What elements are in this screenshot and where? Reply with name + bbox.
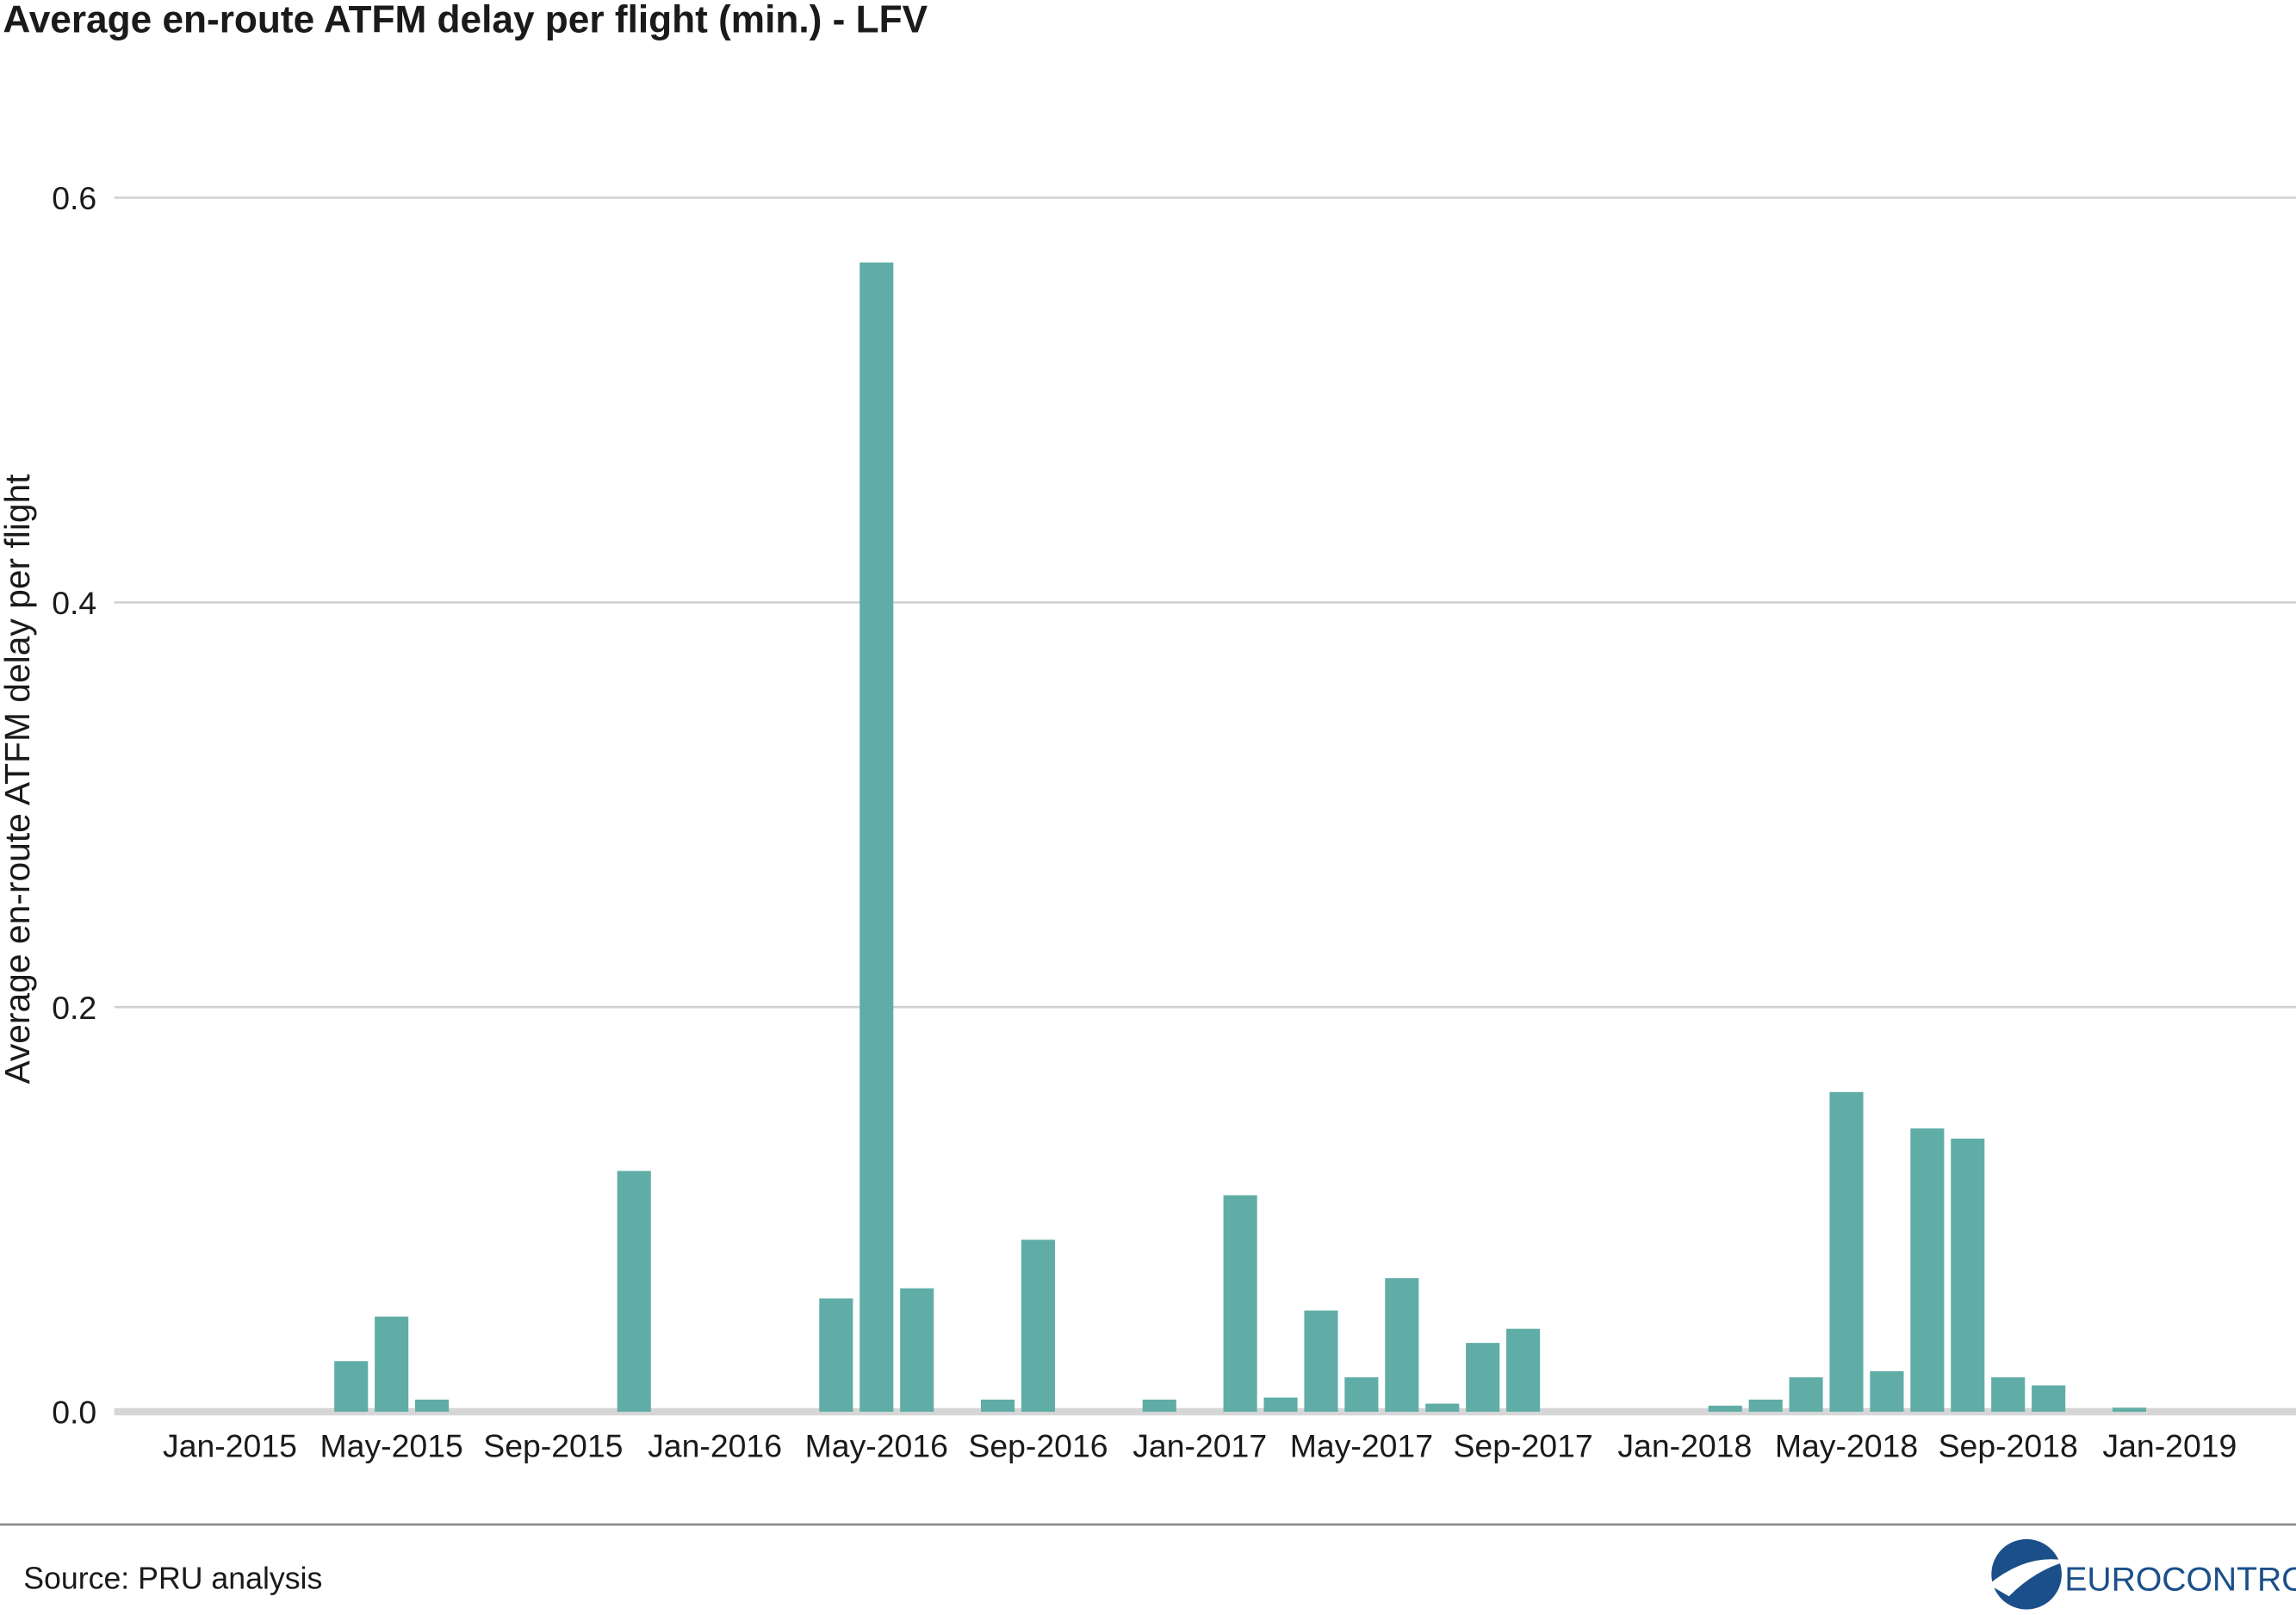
bar <box>1021 1239 1056 1413</box>
bar <box>1425 1403 1460 1413</box>
bar <box>859 262 894 1413</box>
bar <box>1223 1195 1257 1413</box>
bar <box>1466 1343 1500 1413</box>
bar <box>1263 1397 1298 1413</box>
x-tick-label: May-2017 <box>1290 1428 1433 1464</box>
logo-text: EUROCONTROL <box>2064 1561 2296 1598</box>
bar <box>617 1171 651 1413</box>
bar <box>1304 1310 1338 1413</box>
x-tick-label: Jan-2018 <box>1617 1428 1752 1464</box>
x-tick-label: Sep-2015 <box>483 1428 623 1464</box>
bar <box>819 1298 853 1413</box>
chart-title: Average en-route ATFM delay per flight (… <box>3 0 928 40</box>
bar <box>1748 1399 1783 1413</box>
x-tick-label: May-2016 <box>805 1428 948 1464</box>
bar <box>900 1288 934 1413</box>
bar <box>334 1361 369 1413</box>
source-note: Source: PRU analysis <box>23 1562 322 1596</box>
x-tick-label: May-2018 <box>1775 1428 1918 1464</box>
y-tick-label: 0.0 <box>52 1394 96 1431</box>
bar <box>415 1399 450 1413</box>
bar <box>1910 1128 1945 1413</box>
bar <box>1142 1399 1176 1413</box>
x-tick-label: Jan-2017 <box>1132 1428 1267 1464</box>
logo-mark <box>1988 1538 2068 1610</box>
bar <box>1708 1405 1742 1413</box>
bar <box>981 1399 1015 1413</box>
bar <box>1789 1377 1823 1413</box>
bar <box>2032 1385 2066 1413</box>
bar <box>2112 1407 2147 1413</box>
x-tick-label: Jan-2015 <box>163 1428 297 1464</box>
y-tick-label: 0.6 <box>52 180 96 216</box>
bar <box>1829 1091 1864 1413</box>
bar <box>1344 1377 1379 1413</box>
x-tick-label: Jan-2016 <box>648 1428 782 1464</box>
x-tick-label: May-2015 <box>320 1428 463 1464</box>
bar <box>1385 1277 1419 1413</box>
y-tick-label: 0.4 <box>52 585 96 621</box>
y-tick-label: 0.2 <box>52 990 96 1026</box>
bar <box>1870 1371 1904 1413</box>
bar <box>1506 1328 1541 1413</box>
x-tick-label: Sep-2018 <box>1939 1428 2078 1464</box>
bar <box>1991 1377 2026 1413</box>
bar <box>1951 1138 1985 1413</box>
x-tick-label: Jan-2019 <box>2102 1428 2237 1464</box>
x-tick-label: Sep-2017 <box>1454 1428 1593 1464</box>
bar <box>375 1316 409 1413</box>
y-axis-label: Average en-route ATFM delay per flight <box>0 474 37 1084</box>
x-tick-label: Sep-2016 <box>968 1428 1108 1464</box>
